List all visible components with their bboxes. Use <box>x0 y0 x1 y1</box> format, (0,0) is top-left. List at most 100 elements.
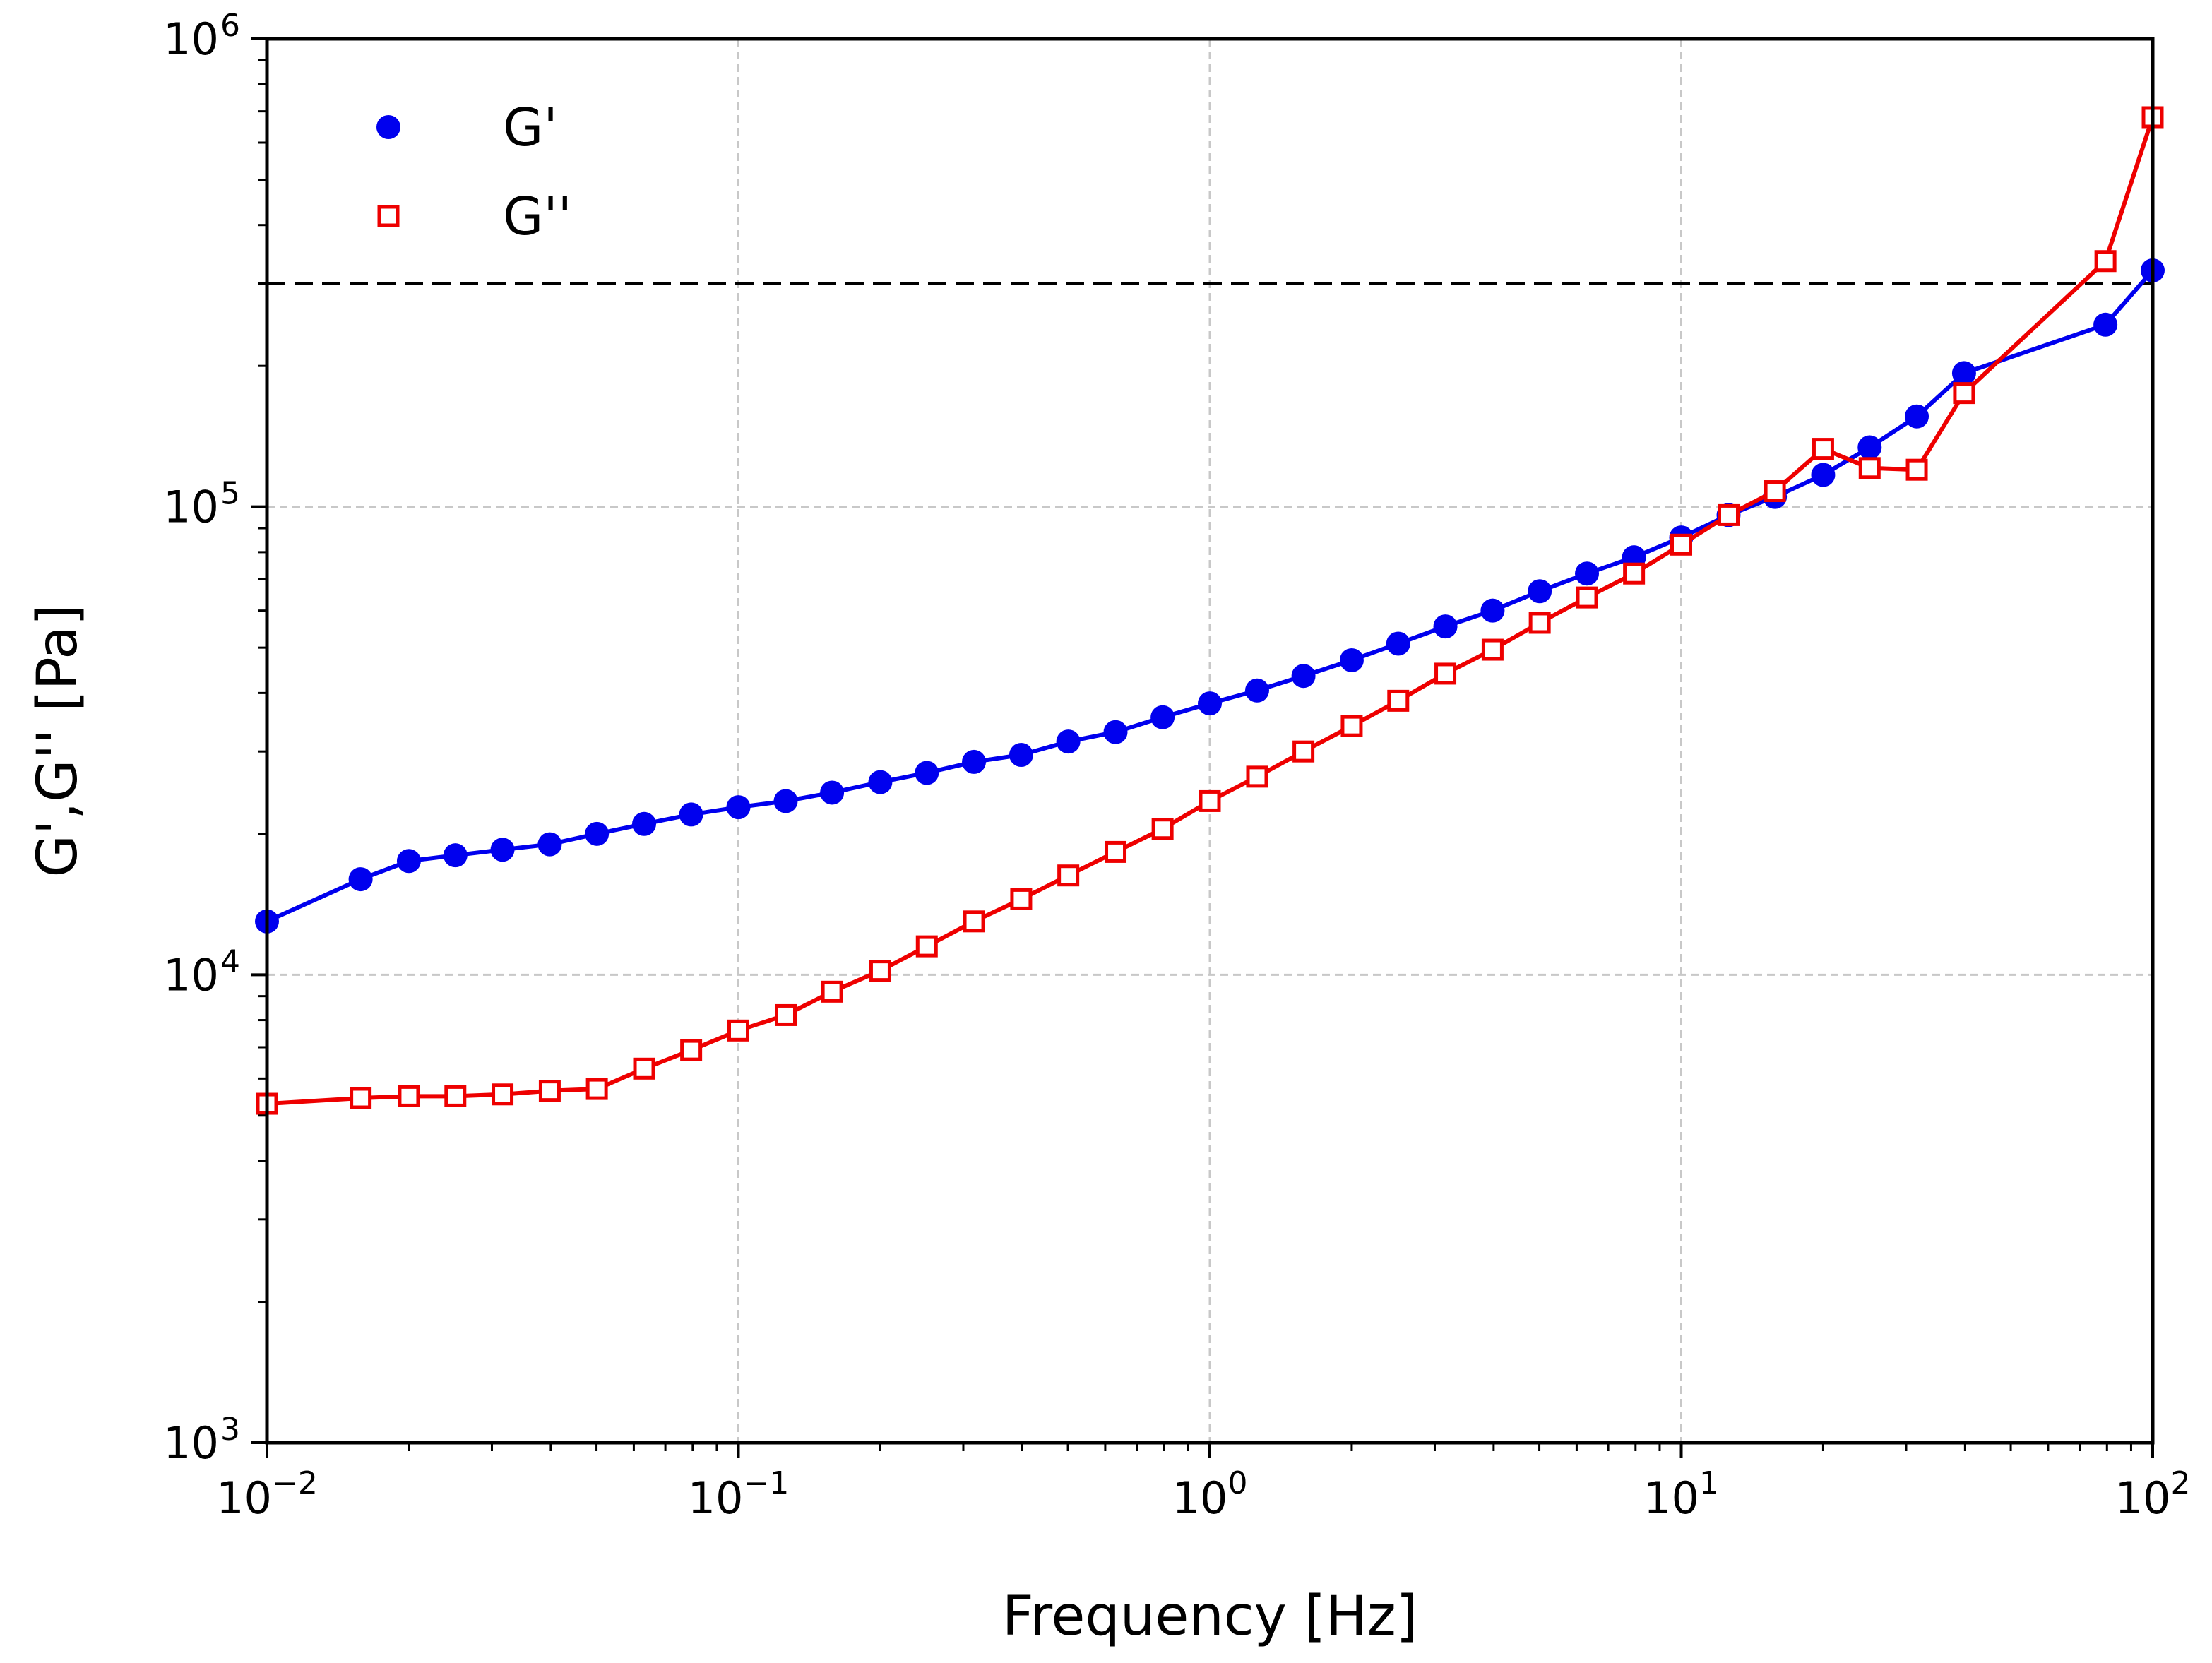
data-point-gdoubleprime <box>1246 765 1268 788</box>
data-point-gprime <box>726 795 751 820</box>
data-point-gdoubleprime <box>1576 586 1598 609</box>
data-point-gdoubleprime <box>1812 438 1834 460</box>
data-point-gprime <box>1339 648 1364 672</box>
x-tick-base: 10 <box>1172 1472 1228 1524</box>
data-point-gprime <box>585 821 610 846</box>
data-point-gdoubleprime <box>1670 533 1692 556</box>
data-point-gdoubleprime <box>1481 638 1504 661</box>
data-point-gdoubleprime <box>1057 864 1080 887</box>
data-point-gprime <box>679 802 703 827</box>
data-point-gdoubleprime <box>350 1087 372 1109</box>
x-tick-label: 101 <box>1643 1465 1719 1524</box>
x-tick-label: 10−1 <box>688 1465 790 1524</box>
y-tick-exponent: 6 <box>220 8 240 44</box>
data-point-gprime <box>1103 720 1128 744</box>
data-point-gprime <box>820 780 845 805</box>
x-tick-exponent: 1 <box>1699 1465 1719 1501</box>
data-point-gprime <box>1291 664 1316 689</box>
y-tick-label: 10 <box>163 1417 219 1469</box>
x-tick-exponent: 2 <box>2170 1465 2190 1501</box>
data-point-gdoubleprime <box>1717 503 1740 526</box>
y-tick-base: 10 <box>163 1417 219 1469</box>
data-point-gprime <box>962 749 987 774</box>
y-tick-base: 10 <box>163 13 219 65</box>
data-point-gprime <box>632 811 657 836</box>
x-tick-exponent: 0 <box>1227 1465 1247 1501</box>
data-point-gprime <box>490 838 515 862</box>
data-point-gdoubleprime <box>821 980 843 1003</box>
x-axis-label: Frequency [Hz] <box>1002 1585 1417 1648</box>
data-point-gdoubleprime <box>1434 662 1457 685</box>
data-point-gdoubleprime <box>774 1003 797 1026</box>
data-point-gdoubleprime <box>492 1083 514 1106</box>
x-tick-label: 100 <box>1172 1465 1248 1524</box>
data-point-gprime <box>773 789 798 813</box>
data-point-gprime <box>915 761 939 785</box>
legend-label: G' <box>503 97 558 158</box>
x-tick-base: 10 <box>216 1472 272 1524</box>
data-point-gprime <box>2093 312 2118 337</box>
data-point-gdoubleprime <box>1764 480 1786 503</box>
x-tick-exponent: −1 <box>744 1465 790 1501</box>
data-point-gprime <box>1905 404 1929 429</box>
legend: G' G'' <box>376 97 572 247</box>
data-point-gdoubleprime <box>1858 457 1881 479</box>
y-tick-exponent: 3 <box>220 1412 240 1448</box>
data-point-gprime <box>1951 361 1976 386</box>
data-point-gdoubleprime <box>1387 689 1410 712</box>
data-point-gprime <box>1244 678 1269 703</box>
data-point-gprime <box>1198 691 1222 716</box>
data-point-gprime <box>868 770 893 794</box>
y-tick-label: 10 <box>163 13 219 65</box>
data-point-gprime <box>1575 561 1600 586</box>
y-axis-label: G',G'' [Pa] <box>26 604 90 878</box>
data-point-gprime <box>396 849 421 874</box>
data-point-gprime <box>1150 705 1175 729</box>
data-point-gdoubleprime <box>2094 250 2117 273</box>
data-point-gprime <box>537 832 562 857</box>
data-point-gdoubleprime <box>915 935 938 958</box>
data-point-gdoubleprime <box>1292 740 1315 763</box>
legend-marker-gprime <box>376 115 400 139</box>
x-tick-exponent: −2 <box>272 1465 318 1501</box>
data-point-gprime <box>1009 742 1033 767</box>
legend-label: G'' <box>503 186 572 247</box>
data-point-gdoubleprime <box>1105 840 1127 863</box>
data-point-gdoubleprime <box>538 1080 561 1102</box>
x-tick-base: 10 <box>2115 1472 2171 1524</box>
data-point-gprime <box>1811 463 1836 487</box>
data-point-gdoubleprime <box>727 1019 749 1042</box>
y-tick-label: 10 <box>163 482 219 533</box>
data-point-gdoubleprime <box>1340 715 1363 737</box>
data-point-gprime <box>1528 579 1552 604</box>
data-point-gprime <box>443 843 468 868</box>
x-tick-label: 10−2 <box>216 1465 318 1524</box>
data-point-gprime <box>1386 631 1410 656</box>
x-tick-base: 10 <box>1643 1472 1699 1524</box>
y-tick-label: 10 <box>163 949 219 1001</box>
data-point-gdoubleprime <box>1010 888 1033 910</box>
data-point-gdoubleprime <box>963 910 985 933</box>
data-point-gprime <box>348 867 373 892</box>
x-tick-base: 10 <box>688 1472 744 1524</box>
y-tick-exponent: 5 <box>220 476 240 512</box>
legend-marker-gdoubleprime <box>377 205 400 227</box>
data-point-gdoubleprime <box>398 1085 420 1107</box>
data-point-gdoubleprime <box>1953 382 1975 405</box>
y-tick-base: 10 <box>163 949 219 1001</box>
data-point-gprime <box>1857 435 1882 460</box>
y-tick-base: 10 <box>163 482 219 533</box>
data-point-gdoubleprime <box>1199 789 1221 812</box>
x-tick-label: 102 <box>2115 1465 2191 1524</box>
data-point-gprime <box>1480 598 1505 623</box>
data-point-gdoubleprime <box>680 1039 703 1061</box>
data-point-gdoubleprime <box>1905 458 1928 481</box>
data-point-gdoubleprime <box>444 1085 467 1107</box>
data-point-gdoubleprime <box>869 960 891 982</box>
data-point-gdoubleprime <box>1623 562 1646 585</box>
data-point-gprime <box>1433 614 1458 639</box>
data-point-gprime <box>1056 729 1081 754</box>
